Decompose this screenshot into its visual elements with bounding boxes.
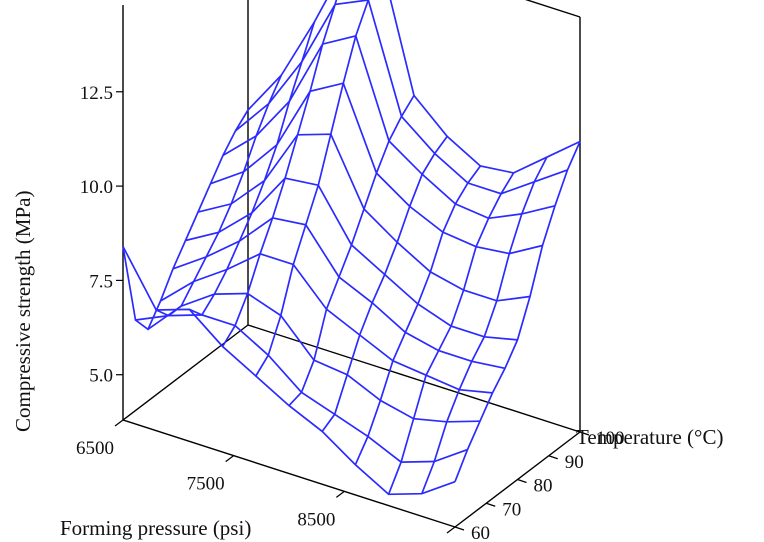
mesh-line-pressure-7400 xyxy=(221,0,338,347)
y-tick-mark xyxy=(486,502,496,507)
z-axis-title: Compressive strength (MPa) xyxy=(11,191,35,432)
mesh-line-pressure-9200 xyxy=(421,156,548,495)
mesh-line-pressure-8300 xyxy=(321,135,448,432)
x-axis-ticks: 6500750085009500 xyxy=(76,419,456,534)
y-tick-label: 100 xyxy=(596,428,625,449)
axes-frame xyxy=(122,0,581,528)
y-tick-mark xyxy=(579,431,590,436)
y-tick-label: 80 xyxy=(534,476,553,497)
y-tick-label: 70 xyxy=(502,499,521,520)
mesh-line-pressure-8900 xyxy=(387,172,515,495)
y-tick-mark xyxy=(548,455,558,460)
mesh-line-temperature-72 xyxy=(160,252,493,394)
frame-front-edge xyxy=(122,419,456,528)
frame-back-floor-edge xyxy=(247,324,581,433)
mesh-line-pressure-8600 xyxy=(354,165,482,466)
x-tick-label: 8500 xyxy=(297,509,335,530)
surface-mesh xyxy=(122,0,581,496)
mesh-line-temperature-96 xyxy=(234,0,568,195)
z-tick-label: 5.0 xyxy=(89,366,113,387)
mesh-line-pressure-7100 xyxy=(189,21,316,316)
mesh-line-pressure-8000 xyxy=(288,95,415,407)
z-axis-ticks: 5.0 7.5 10.0 12.5 xyxy=(80,83,123,387)
x-tick-mark xyxy=(225,455,235,463)
z-tick-label: 7.5 xyxy=(89,271,113,292)
mesh-line-pressure-7700 xyxy=(255,0,370,377)
y-axis-ticks: 60 70 80 90 100 xyxy=(454,428,625,542)
x-tick-label: 7500 xyxy=(187,474,225,495)
mesh-line-pressure-6500 xyxy=(122,109,249,331)
mesh-line-pressure-9500 xyxy=(454,141,581,483)
y-axis-title: Temperature (°C) xyxy=(576,425,723,449)
x-tick-mark xyxy=(335,490,345,498)
y-tick-mark xyxy=(454,526,465,531)
y-tick-label: 90 xyxy=(565,452,584,473)
frame-back-top-edge xyxy=(524,0,581,18)
x-axis-title: Forming pressure (psi) xyxy=(60,516,251,540)
y-tick-mark xyxy=(517,478,527,484)
mesh-line-temperature-80 xyxy=(185,177,518,341)
y-tick-label: 60 xyxy=(471,523,490,542)
z-tick-label: 10.0 xyxy=(80,177,113,198)
mesh-line-pressure-6800 xyxy=(155,75,282,317)
z-tick-label: 12.5 xyxy=(80,83,113,104)
x-tick-mark xyxy=(446,526,456,534)
x-tick-mark xyxy=(114,419,124,427)
x-tick-label: 6500 xyxy=(76,438,114,459)
frame-left-floor-edge xyxy=(122,324,249,421)
